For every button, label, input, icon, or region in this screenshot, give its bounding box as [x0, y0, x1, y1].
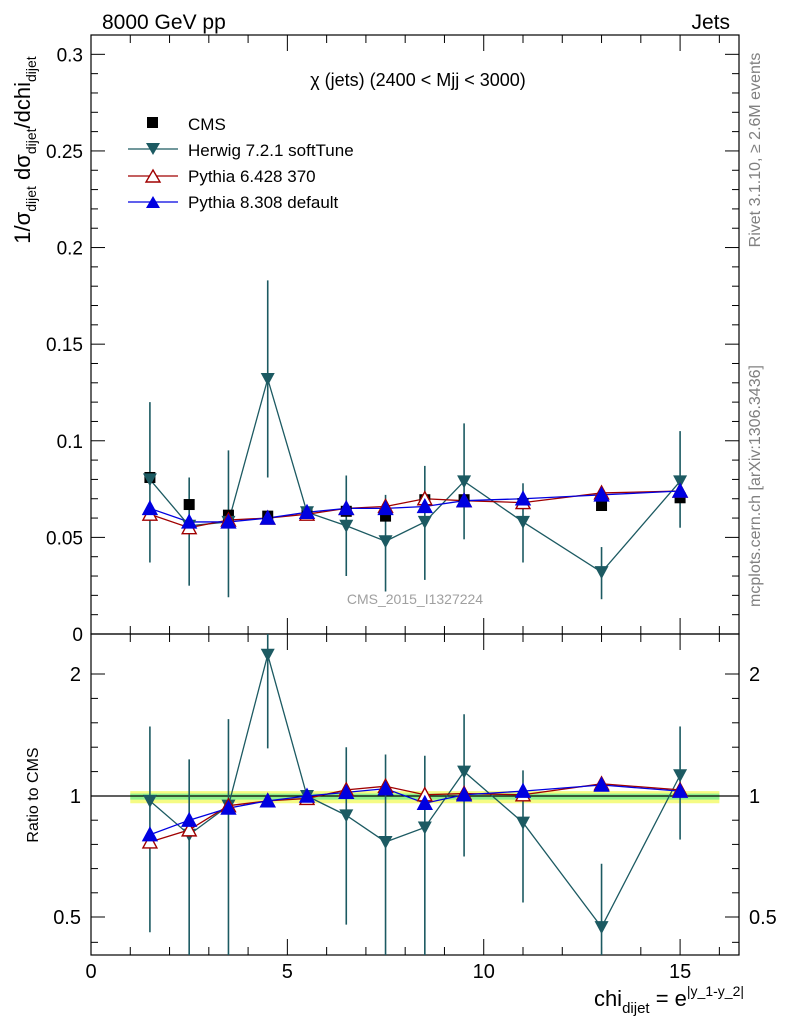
ratio-pythia8-point: [298, 787, 316, 803]
header-right: Jets: [691, 11, 730, 34]
ratio-pythia8-point: [416, 794, 433, 810]
legend-marker-pythia8: [146, 196, 160, 208]
ratio-series-layer: [141, 634, 689, 955]
chart-title: χ (jets) (2400 < Mjj < 3000): [310, 70, 526, 90]
herwig-point: [339, 519, 354, 533]
pythia8-point: [259, 509, 276, 525]
ratio-ytick-label-right: 1: [749, 786, 760, 808]
pythia8-point: [377, 499, 394, 516]
ratio-ylabel: Ratio to CMS: [25, 747, 42, 842]
herwig-point: [260, 372, 275, 386]
ratio-pythia8-point: [377, 780, 394, 796]
herwig-point: [516, 515, 530, 529]
main-series-layer: [141, 280, 689, 600]
main-ytick-label: 0.05: [46, 528, 83, 549]
ratio-herwig-point: [339, 809, 354, 823]
legend-marker-herwig: [146, 143, 160, 155]
ratio-herwig-point: [142, 794, 157, 808]
herwig-point: [457, 475, 472, 489]
ratio-pythia8-point: [593, 776, 610, 792]
ratio-pythia8-point: [181, 811, 198, 827]
rivet-label: Rivet 3.1.10, ≥ 2.6M events: [747, 53, 764, 248]
pythia8-point: [220, 513, 237, 529]
ratio-ytick-label-right: 2: [749, 664, 760, 686]
ratio-herwig-point: [260, 648, 275, 662]
herwig-point: [378, 535, 393, 549]
ratio-ytick-label: 0.5: [53, 907, 81, 929]
main-ytick-label: 0: [72, 625, 83, 646]
ratio-pythia6-point: [181, 821, 198, 837]
ratio-ytick-label-right: 0.5: [749, 907, 777, 929]
legend-marker-cms: [147, 117, 158, 128]
pythia8-point: [141, 499, 159, 516]
ratio-herwig-point: [457, 765, 472, 779]
legend-label-pythia6: Pythia 6.428 370: [188, 167, 316, 186]
main-ytick-label: 0.3: [57, 45, 83, 66]
legend-label-herwig: Herwig 7.2.1 softTune: [188, 141, 354, 160]
main-panel: 0 0.05 0.1 0.15 0.2 0.25 0.3 χ (jets) (2400 < …: [46, 34, 740, 646]
legend: CMS Herwig 7.2.1 softTune Pythia 6.428 3…: [128, 115, 354, 212]
ratio-herwig-point: [417, 821, 432, 835]
header-left: 8000 GeV pp: [102, 11, 226, 34]
ratio-xtick-label: 15: [669, 961, 691, 983]
cms-point: [674, 492, 686, 504]
legend-label-pythia8: Pythia 8.308 default: [188, 193, 339, 212]
ratio-pythia8-point: [259, 792, 276, 808]
mcplots-label: mcplots.cern.ch [arXiv:1306.3436]: [747, 365, 764, 607]
ratio-xtick-label: 5: [282, 961, 293, 983]
herwig-point: [594, 566, 609, 580]
svg-text:1/σdijet dσdijet/dchidijet: 1/σdijet dσdijet/dchidijet: [10, 56, 39, 244]
ratio-pythia8-point: [338, 783, 355, 800]
x-axis-label: chidijet = e|y_1-y_2|: [594, 983, 744, 1017]
legend-label-cms: CMS: [188, 115, 226, 134]
watermark: CMS_2015_I1327224: [347, 591, 483, 607]
main-ylabel: 1/σdijet dσdijet/dchidijet: [10, 56, 39, 244]
herwig-line: [149, 376, 681, 574]
ratio-pythia8-point: [514, 782, 532, 798]
ratio-axis-ticks: 0.5 0.5 1 1 2 2 0 5 10 15: [53, 634, 777, 983]
pythia8-point: [338, 499, 355, 516]
main-ytick-label: 0.1: [57, 432, 83, 453]
ratio-xtick-label: 0: [85, 961, 96, 983]
pythia8-point: [514, 490, 532, 506]
ratio-ytick-label: 1: [70, 786, 81, 808]
ratio-pythia8-point: [671, 782, 689, 798]
pythia8-line: [149, 490, 681, 523]
herwig-point: [142, 473, 157, 487]
ratio-pythia8-point: [141, 826, 159, 842]
cms-point: [596, 500, 608, 512]
ratio-herwig-point: [516, 816, 530, 830]
ratio-pythia6-point: [141, 833, 159, 849]
ratio-xtick-label: 10: [473, 961, 495, 983]
legend-marker-pythia6: [144, 168, 162, 183]
pythia8-point: [416, 497, 433, 514]
ratio-ytick-label: 2: [70, 664, 81, 686]
ratio-pythia8-point: [455, 786, 473, 802]
main-ytick-label: 0.2: [57, 239, 83, 260]
pythia8-point: [298, 503, 316, 519]
main-axis-ticks: 0 0.05 0.1 0.15 0.2 0.25 0.3: [46, 35, 739, 646]
cms-point: [380, 510, 392, 522]
pythia8-point: [181, 513, 198, 529]
ratio-panel: 0.5 0.5 1 1 2 2 0 5 10 15 Ratio to CMS: [25, 633, 777, 983]
ratio-herwig-point: [378, 835, 393, 849]
ratio-herwig-point: [673, 769, 688, 783]
ratio-frame: [90, 633, 740, 956]
pythia8-point: [455, 492, 473, 508]
herwig-point: [673, 475, 688, 489]
pythia8-point: [593, 486, 610, 502]
main-ytick-label: 0.25: [46, 142, 83, 163]
ratio-pythia8-point: [220, 799, 237, 815]
herwig-point: [417, 515, 432, 529]
main-ytick-label: 0.15: [46, 335, 83, 356]
pythia8-point: [671, 482, 689, 498]
cms-point: [183, 499, 195, 511]
ratio-herwig-point: [594, 921, 609, 935]
